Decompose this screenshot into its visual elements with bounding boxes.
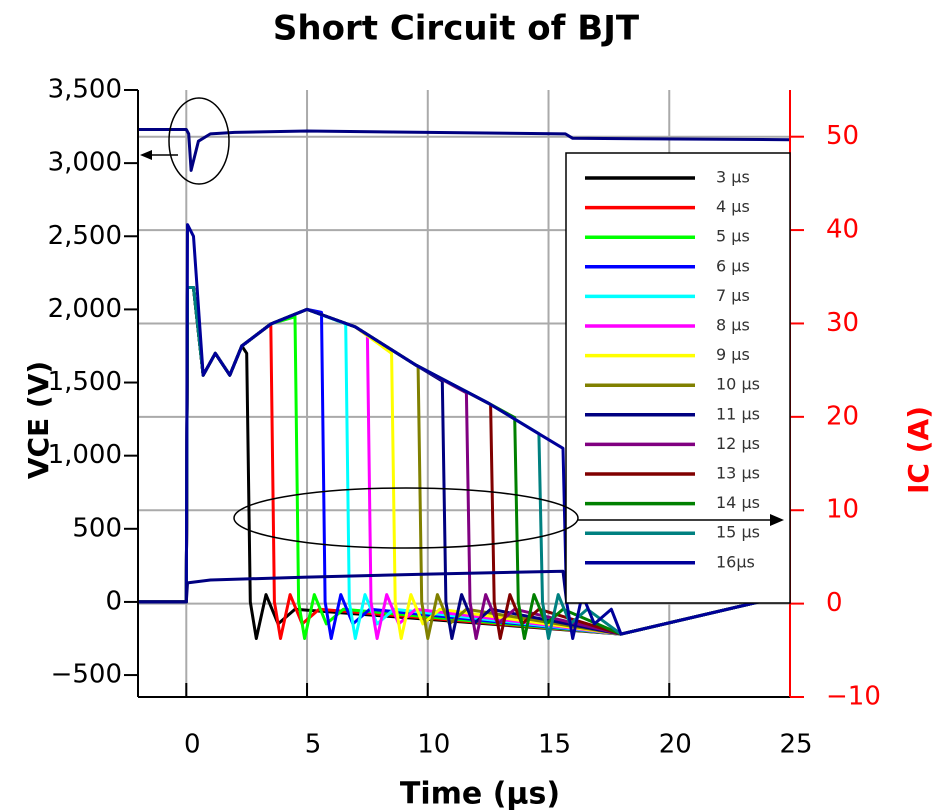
series-line: [138, 223, 791, 640]
legend-label: 10 µs: [716, 375, 760, 394]
y2-tick-label: 40: [826, 215, 859, 245]
y-tick-label: 0: [105, 586, 122, 616]
legend-label: 12 µs: [716, 434, 760, 453]
y2-tick-label: 10: [826, 495, 859, 525]
y2-tick-label: 50: [826, 121, 859, 151]
x-tick-label: 20: [659, 730, 692, 760]
y-tick-label: 2,000: [48, 294, 122, 324]
annotation-arrowhead: [140, 150, 152, 160]
annotation-arrowhead: [770, 514, 784, 526]
y-tick-label: 3,000: [48, 148, 122, 178]
annotation-ellipse: [168, 97, 230, 185]
annotation-ellipse: [233, 487, 579, 549]
legend-label: 4 µs: [716, 197, 750, 216]
legend-label: 14 µs: [716, 493, 760, 512]
x-tick-label: 15: [538, 730, 571, 760]
x-tick-label: 5: [305, 730, 322, 760]
y2-tick-label: 0: [826, 588, 843, 618]
trace-line: [138, 128, 791, 172]
legend-label: 5 µs: [716, 227, 750, 246]
x-axis-label: Time (µs): [400, 777, 560, 812]
y-tick-label: 2,500: [48, 221, 122, 251]
plot-area: [138, 128, 791, 640]
legend-label: 8 µs: [716, 316, 750, 335]
legend-label: 9 µs: [716, 345, 750, 364]
legend-label: 7 µs: [716, 286, 750, 305]
legend-label: 13 µs: [716, 464, 760, 483]
y-tick-label: 3,500: [48, 75, 122, 105]
legend: 3 µs 4 µs 5 µs 6 µs 7 µs 8 µs 9 µs 10 µs 11 µs 12…: [565, 152, 791, 604]
y2-tick-label: 30: [826, 308, 859, 338]
x-tick-label: 0: [184, 730, 201, 760]
y2-tick-label: −10: [826, 682, 881, 712]
legend-label: 15 µs: [716, 523, 760, 542]
y-tick-label: 1,500: [48, 367, 122, 397]
y2-axis-label: IC (A): [902, 406, 935, 494]
legend-label: 16µs: [716, 552, 755, 571]
legend-box: [565, 152, 791, 604]
legend-label: 6 µs: [716, 256, 750, 275]
y2-tick-label: 20: [826, 401, 859, 431]
y-tick-label: 1,000: [48, 440, 122, 470]
legend-label: 11 µs: [716, 404, 760, 423]
chart-title: Short Circuit of BJT: [273, 9, 640, 49]
annotations: [140, 97, 784, 549]
axes: 0 5 10 15 20 25−50005001,0001,5002,0002,5003,…: [48, 75, 881, 760]
x-tick-label: 10: [417, 730, 450, 760]
y-tick-label: 500: [72, 513, 122, 543]
x-tick-label: 25: [779, 730, 812, 760]
legend-label: 3 µs: [716, 168, 750, 187]
y-axis-label: VCE (V): [22, 361, 55, 479]
y-tick-label: −500: [51, 660, 122, 690]
